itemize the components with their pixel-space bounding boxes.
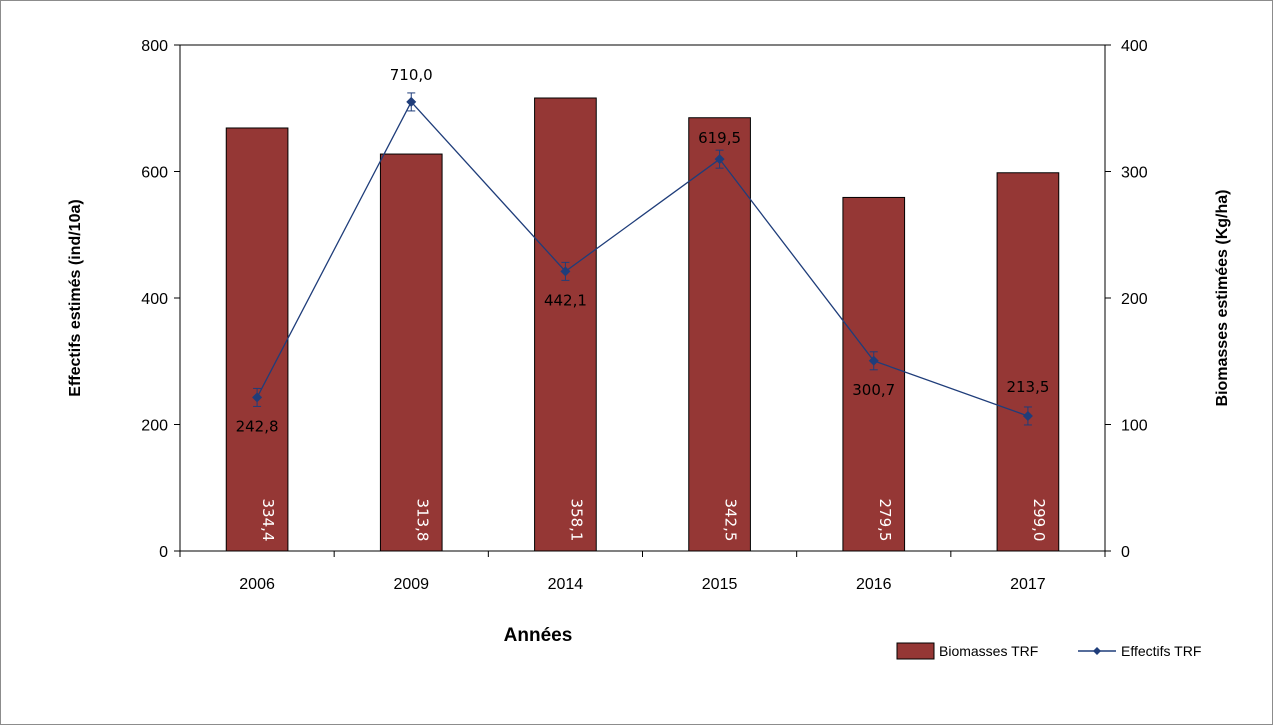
bar-value-label: 358,1	[567, 499, 585, 542]
bar-value-label: 279,5	[876, 499, 894, 542]
x-tick-label: 2016	[856, 576, 892, 593]
bar-value-label: 313,8	[413, 499, 431, 542]
y-tick-label: 600	[141, 165, 168, 182]
legend-marker-effectifs	[1093, 647, 1101, 655]
line-series: 242,8 710,0 442,1 619,5 300,7 213,5	[236, 66, 1050, 436]
legend-label-effectifs: Effectifs TRF	[1121, 643, 1201, 659]
x-tick-label: 2014	[548, 576, 584, 593]
point-value-label: 442,1	[544, 291, 587, 309]
bar-value-label: 334,4	[259, 499, 277, 542]
bar-value-label: 342,5	[722, 499, 740, 542]
y2-tick-label: 400	[1121, 38, 1148, 55]
x-tick-label: 2006	[239, 576, 275, 593]
y2-tick-label: 0	[1121, 544, 1130, 561]
bar	[535, 98, 597, 551]
y2-axis-title: Biomasses estimées (Kg/ha)	[1214, 190, 1231, 407]
x-axis-title: Années	[504, 625, 573, 646]
bar	[380, 154, 442, 551]
point-value-label: 710,0	[390, 66, 433, 84]
y-tick-label: 0	[159, 544, 168, 561]
point-value-label: 242,8	[236, 417, 279, 435]
y-axis-title: Effectifs estimés (ind/10a)	[67, 199, 84, 396]
legend-label-biomasses: Biomasses TRF	[939, 643, 1038, 659]
y2-tick-label: 200	[1121, 291, 1148, 308]
y-tick-label: 800	[141, 38, 168, 55]
bar-series: 334,4 313,8 358,1 342,5 279,5 299,0	[226, 98, 1059, 551]
y-tick-label: 400	[141, 291, 168, 308]
bar	[997, 173, 1059, 551]
bar	[689, 118, 751, 551]
point-value-label: 300,7	[852, 381, 895, 399]
y2-tick-label: 300	[1121, 165, 1148, 182]
legend-swatch-biomasses	[897, 643, 934, 659]
x-tick-label: 2017	[1010, 576, 1046, 593]
y-tick-label: 200	[141, 418, 168, 435]
legend: Biomasses TRF Effectifs TRF	[897, 643, 1201, 659]
y2-tick-label: 100	[1121, 418, 1148, 435]
series-line	[257, 102, 1028, 416]
x-tick-label: 2009	[393, 576, 429, 593]
point-value-label: 213,5	[1006, 378, 1049, 396]
bar	[843, 197, 905, 551]
point-value-label: 619,5	[698, 129, 741, 147]
bar-value-label: 299,0	[1030, 499, 1048, 542]
bar	[226, 128, 288, 551]
x-tick-label: 2015	[702, 576, 738, 593]
